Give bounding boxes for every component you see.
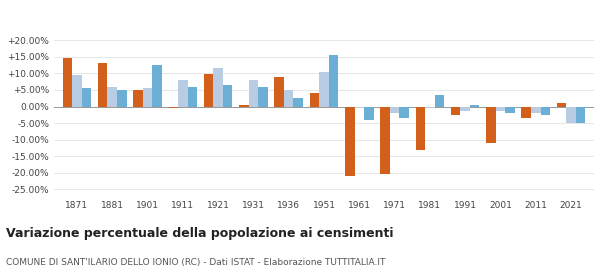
Bar — [576, 106, 586, 123]
Bar — [400, 106, 409, 118]
Bar — [248, 80, 258, 106]
Bar — [239, 105, 248, 106]
Bar — [425, 106, 434, 108]
Bar — [460, 106, 470, 111]
Bar — [204, 74, 214, 106]
Bar — [72, 75, 82, 106]
Bar — [531, 106, 541, 113]
Bar — [188, 87, 197, 106]
Bar — [329, 55, 338, 106]
Bar — [505, 106, 515, 113]
Bar — [355, 106, 364, 108]
Bar — [434, 95, 444, 106]
Bar — [178, 80, 188, 106]
Bar — [152, 65, 162, 106]
Bar — [521, 106, 531, 118]
Bar — [470, 105, 479, 106]
Bar — [364, 106, 374, 120]
Bar — [293, 98, 303, 106]
Bar — [117, 90, 127, 106]
Bar — [486, 106, 496, 143]
Bar — [345, 106, 355, 176]
Bar — [169, 106, 178, 108]
Bar — [380, 106, 390, 174]
Bar — [223, 85, 232, 106]
Text: Variazione percentuale della popolazione ai censimenti: Variazione percentuale della popolazione… — [6, 227, 394, 240]
Bar — [310, 93, 319, 106]
Bar — [107, 87, 117, 106]
Bar — [390, 106, 400, 113]
Bar — [274, 77, 284, 106]
Bar — [284, 90, 293, 106]
Bar — [541, 106, 550, 115]
Bar — [62, 59, 72, 106]
Bar — [98, 64, 107, 106]
Bar — [143, 88, 152, 106]
Bar — [133, 90, 143, 106]
Text: COMUNE DI SANT'ILARIO DELLO IONIO (RC) - Dati ISTAT - Elaborazione TUTTITALIA.IT: COMUNE DI SANT'ILARIO DELLO IONIO (RC) -… — [6, 258, 385, 267]
Bar — [82, 88, 91, 106]
Bar — [319, 72, 329, 106]
Bar — [451, 106, 460, 115]
Bar — [557, 102, 566, 106]
Bar — [416, 106, 425, 150]
Bar — [214, 68, 223, 106]
Bar — [258, 87, 268, 106]
Legend: Sant'Ilario dello Ionio, Provincia di RC, Calabria: Sant'Ilario dello Ionio, Provincia di RC… — [147, 0, 501, 1]
Bar — [496, 106, 505, 111]
Bar — [566, 106, 576, 123]
